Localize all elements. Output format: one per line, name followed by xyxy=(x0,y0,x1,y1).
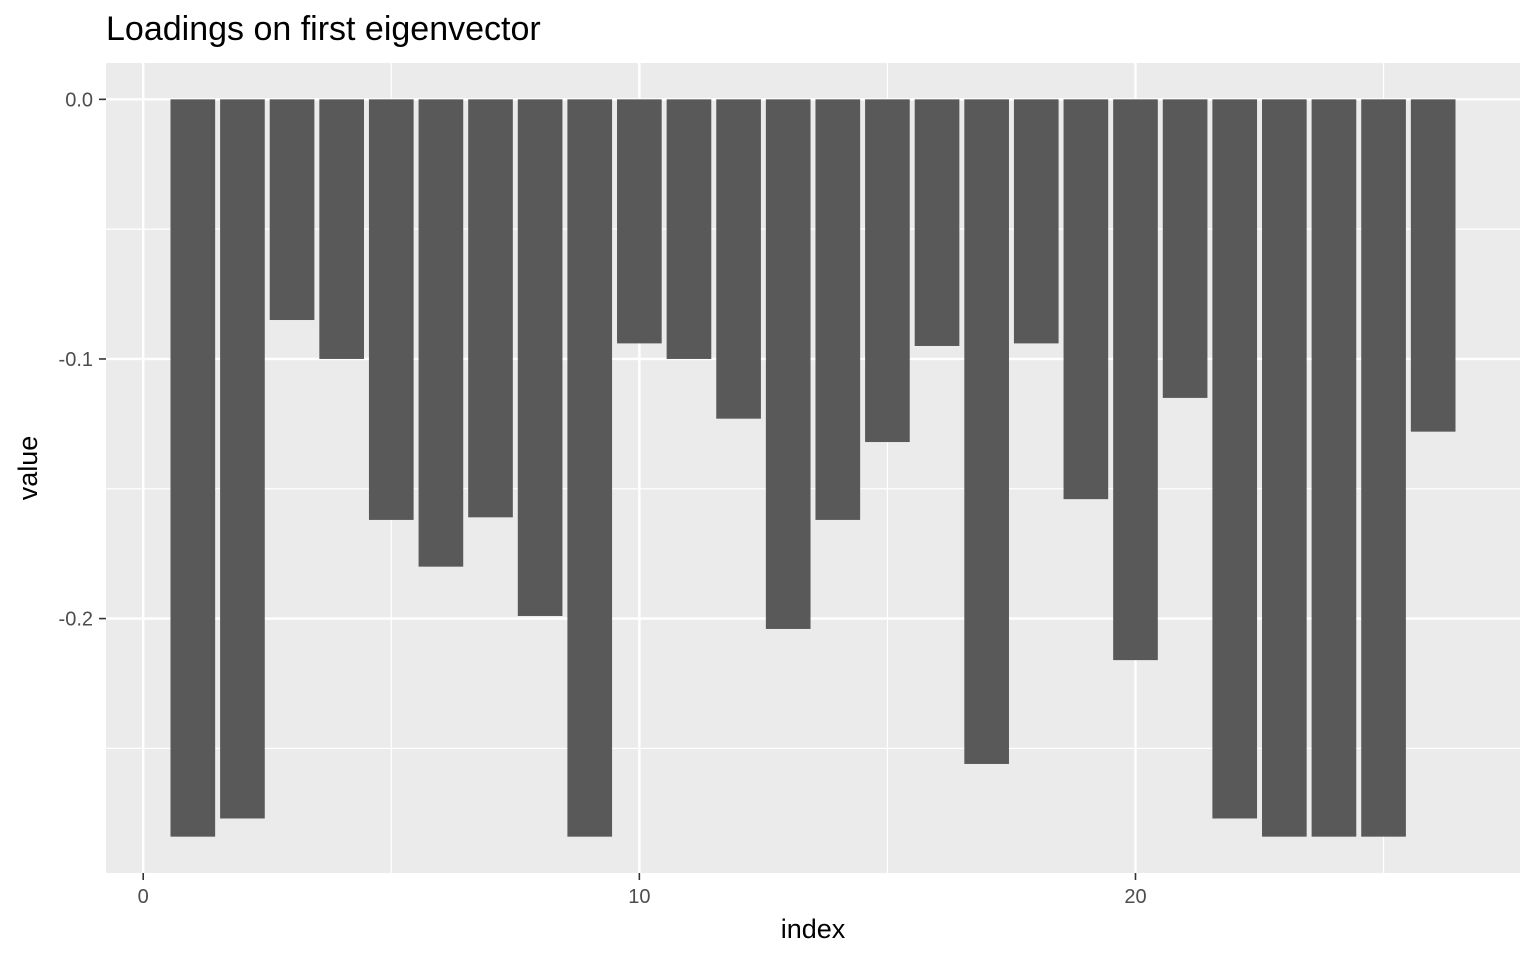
bars xyxy=(170,99,1456,837)
bar xyxy=(220,99,265,819)
bar xyxy=(865,99,910,443)
bar xyxy=(1162,99,1208,398)
bar xyxy=(1410,99,1456,432)
bar xyxy=(666,99,712,359)
bar xyxy=(1113,99,1158,661)
bar xyxy=(1361,99,1406,837)
bar xyxy=(765,99,811,629)
y-tick-label: -0.2 xyxy=(59,609,93,631)
bar xyxy=(617,99,662,344)
y-tick-label: 0.0 xyxy=(65,89,93,111)
chart-title: Loadings on first eigenvector xyxy=(106,10,541,48)
plot-panel xyxy=(106,63,1520,873)
bar xyxy=(1262,99,1307,837)
bar xyxy=(368,99,414,520)
bar xyxy=(170,99,216,837)
x-tick-label: 10 xyxy=(628,886,650,908)
bar xyxy=(1212,99,1258,819)
bar xyxy=(269,99,315,321)
bar xyxy=(716,99,761,419)
x-axis-title: index xyxy=(781,914,846,944)
y-axis: 0.0 -0.1 -0.2 xyxy=(59,89,106,631)
bar xyxy=(517,99,563,616)
bar xyxy=(815,99,861,520)
bar xyxy=(418,99,464,567)
y-axis-title: value xyxy=(13,436,43,501)
y-tick-label: -0.1 xyxy=(59,349,93,371)
x-tick-label: 20 xyxy=(1124,886,1146,908)
bar xyxy=(964,99,1009,764)
x-tick-label: 0 xyxy=(138,886,149,908)
bar xyxy=(1311,99,1357,837)
bar xyxy=(914,99,960,346)
bar xyxy=(1063,99,1109,500)
bar xyxy=(567,99,613,837)
x-axis: 0 10 20 xyxy=(138,873,1147,908)
bar xyxy=(468,99,513,518)
bar xyxy=(1013,99,1059,344)
bar xyxy=(319,99,364,359)
